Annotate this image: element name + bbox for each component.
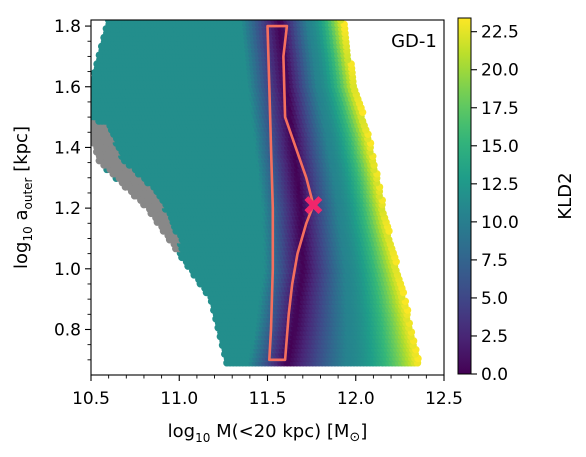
heatmap <box>91 20 422 367</box>
plot-area: GD-110.5 11.0 11.5 12.0 12.50.81.01.21.41.61… <box>11 17 463 445</box>
